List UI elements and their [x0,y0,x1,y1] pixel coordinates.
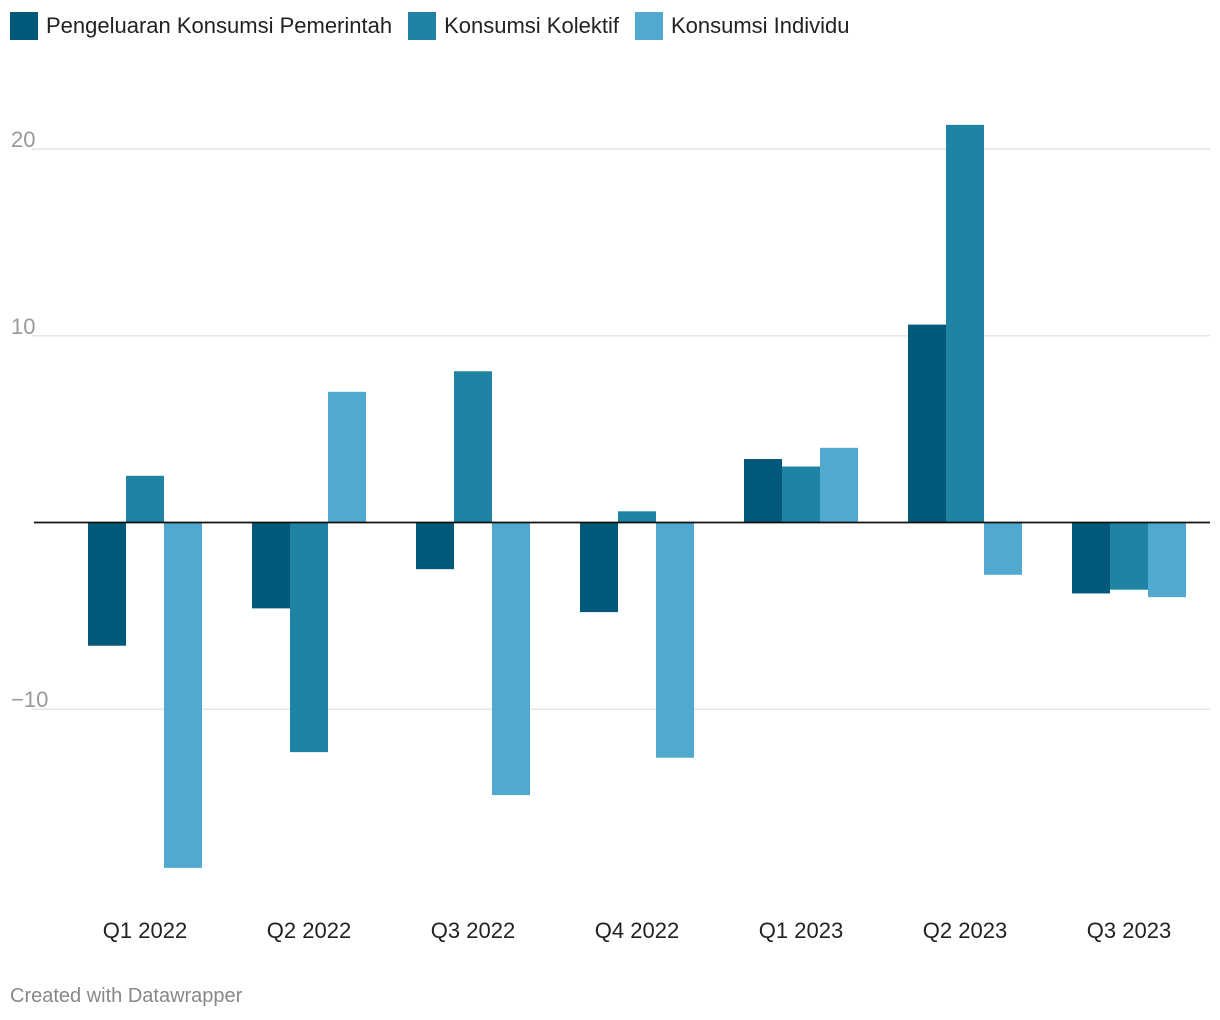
bar [580,522,618,613]
legend-swatch-pemerintah [10,12,38,40]
bar [984,522,1022,575]
bar [1072,522,1110,594]
legend-item-kolektif: Konsumsi Kolektif [408,12,619,40]
bar [164,522,202,868]
legend-label-individu: Konsumsi Individu [670,13,850,38]
y-tick-label: 20 [11,127,35,152]
y-tick-label: 10 [11,314,35,339]
legend-swatch-kolektif [408,12,437,40]
legend-label-pemerintah: Pengeluaran Konsumsi Pemerintah [46,13,393,38]
y-tick-label: −10 [11,687,48,712]
bar [126,475,164,523]
bar [454,371,492,523]
x-tick-label: Q3 2023 [1087,918,1171,943]
bar [492,522,530,796]
bar [656,522,694,758]
bar [618,511,656,523]
bar [744,459,782,523]
bar [416,522,454,570]
x-tick-label: Q2 2022 [267,918,351,943]
chart-legend: Pengeluaran Konsumsi Pemerintah Konsumsi… [10,10,866,42]
x-tick-label: Q4 2022 [595,918,679,943]
x-tick-label: Q2 2023 [923,918,1007,943]
x-tick-label: Q3 2022 [431,918,515,943]
legend-label-kolektif: Konsumsi Kolektif [444,13,619,38]
bar [88,522,126,646]
legend-swatch-individu [634,12,663,40]
bar [1148,522,1186,598]
bar [290,522,328,753]
x-tick-label: Q1 2023 [759,918,843,943]
legend-item-pemerintah: Pengeluaran Konsumsi Pemerintah [10,12,392,40]
bar [820,447,858,523]
bar-chart: 20 10 −10 Q1 2022 Q2 2022 Q3 2022 Q4 2022 Q1 20… [11,124,1210,943]
bar [252,522,290,609]
x-tick-label: Q1 2022 [103,918,187,943]
bar [908,324,946,523]
legend-item-individu: Konsumsi Individu [634,12,850,40]
bar [946,124,984,523]
bar [782,466,820,523]
datawrapper-credit: Created with Datawrapper [10,985,243,1007]
bar [328,391,366,523]
bar [1110,522,1148,590]
